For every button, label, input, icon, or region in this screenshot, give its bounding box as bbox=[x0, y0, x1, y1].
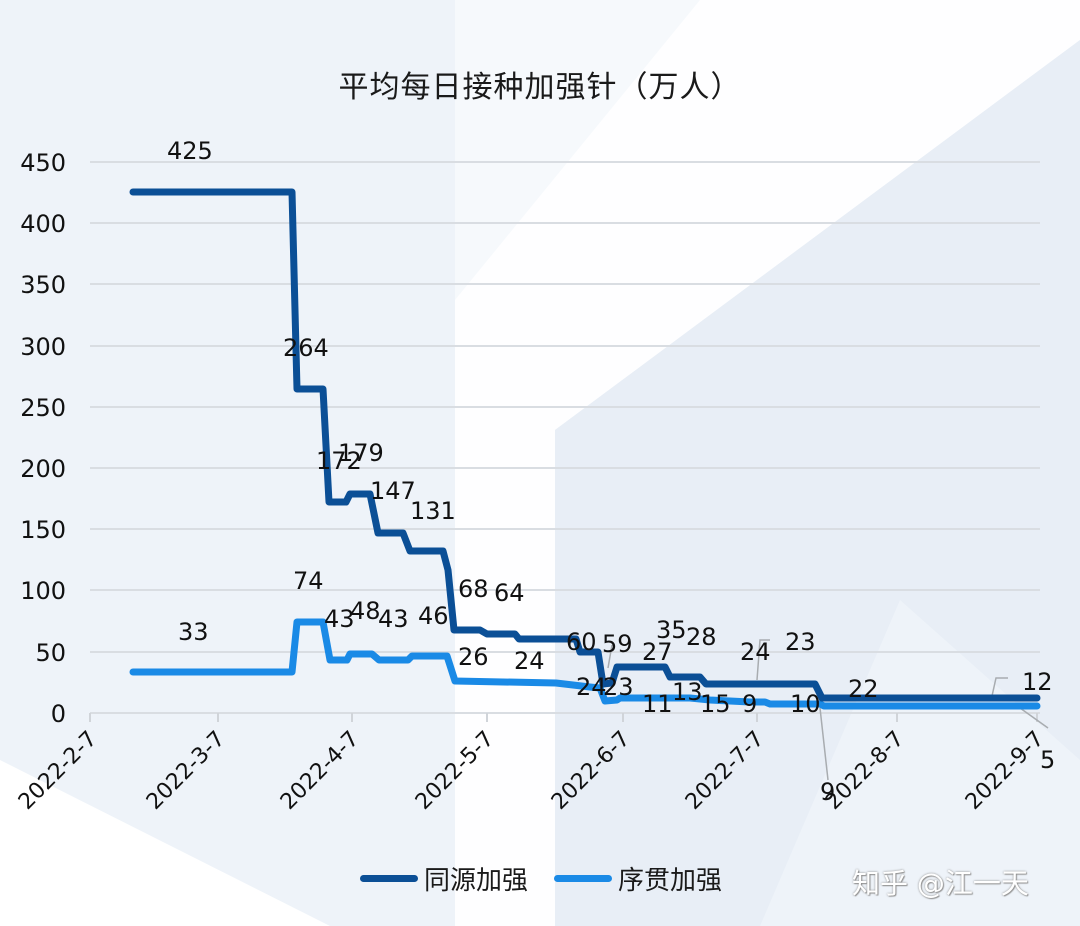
watermark: 知乎 @江一天 bbox=[852, 867, 1029, 900]
svg-text:172: 172 bbox=[316, 447, 362, 475]
gridlines bbox=[90, 161, 1040, 714]
svg-text:43: 43 bbox=[378, 605, 409, 633]
svg-text:15: 15 bbox=[700, 690, 731, 718]
svg-text:0: 0 bbox=[51, 700, 66, 728]
legend-swatch-light-blue bbox=[554, 875, 613, 882]
svg-text:100: 100 bbox=[20, 577, 66, 605]
svg-text:74: 74 bbox=[293, 567, 324, 595]
legend-label: 同源加强 bbox=[424, 866, 529, 896]
svg-text:2022-3-7: 2022-3-7 bbox=[142, 727, 230, 815]
svg-text:12: 12 bbox=[1022, 668, 1053, 696]
svg-text:50: 50 bbox=[35, 639, 66, 667]
svg-text:43: 43 bbox=[324, 605, 355, 633]
svg-text:2022-9-7: 2022-9-7 bbox=[961, 727, 1049, 815]
svg-text:64: 64 bbox=[494, 579, 525, 607]
chart-legend: 同源加强 序贯加强 bbox=[360, 860, 722, 897]
series-line-xuguan bbox=[129, 618, 1041, 710]
label-leader-lines bbox=[607, 639, 1049, 781]
svg-text:9: 9 bbox=[820, 778, 835, 806]
svg-text:48: 48 bbox=[350, 597, 381, 625]
svg-text:300: 300 bbox=[20, 333, 66, 361]
y-axis-labels: 450 400 350 300 250 200 150 100 50 0 bbox=[20, 149, 66, 728]
svg-text:9: 9 bbox=[742, 690, 757, 718]
chart-title: 平均每日接种加强针（万人） bbox=[338, 70, 742, 105]
svg-text:13: 13 bbox=[672, 678, 703, 706]
svg-text:24: 24 bbox=[514, 647, 545, 675]
svg-text:27: 27 bbox=[642, 638, 673, 666]
svg-text:425: 425 bbox=[167, 137, 213, 165]
svg-text:147: 147 bbox=[370, 477, 416, 505]
svg-text:46: 46 bbox=[418, 602, 449, 630]
svg-text:10: 10 bbox=[790, 690, 821, 718]
svg-text:264: 264 bbox=[283, 334, 329, 362]
svg-text:2022-2-7: 2022-2-7 bbox=[14, 727, 102, 815]
svg-text:350: 350 bbox=[20, 271, 66, 299]
x-axis-labels: 2022-2-7 2022-3-7 2022-4-7 2022-5-7 2022… bbox=[14, 727, 1049, 815]
svg-text:2022-7-7: 2022-7-7 bbox=[681, 727, 769, 815]
svg-text:23: 23 bbox=[603, 673, 634, 701]
svg-text:131: 131 bbox=[410, 497, 456, 525]
svg-text:200: 200 bbox=[20, 455, 66, 483]
svg-text:2022-5-7: 2022-5-7 bbox=[411, 727, 499, 815]
data-labels-tongyuan: 425 264 172 179 147 131 68 64 60 59 27 3… bbox=[167, 137, 1053, 703]
svg-text:24: 24 bbox=[576, 673, 607, 701]
x-axis-ticks bbox=[89, 713, 1038, 722]
svg-text:24: 24 bbox=[740, 638, 771, 666]
svg-text:400: 400 bbox=[20, 210, 66, 238]
svg-text:5: 5 bbox=[1040, 746, 1055, 774]
legend-item-xuguan[interactable]: 序贯加强 bbox=[554, 860, 722, 897]
svg-text:23: 23 bbox=[785, 628, 816, 656]
svg-text:179: 179 bbox=[338, 439, 384, 467]
svg-text:60: 60 bbox=[566, 628, 597, 656]
svg-text:2022-4-7: 2022-4-7 bbox=[276, 727, 364, 815]
svg-text:59: 59 bbox=[602, 630, 633, 658]
legend-label: 序贯加强 bbox=[618, 866, 723, 896]
legend-swatch-dark-blue bbox=[360, 875, 418, 882]
svg-text:28: 28 bbox=[686, 623, 717, 651]
svg-text:68: 68 bbox=[458, 575, 489, 603]
svg-text:35: 35 bbox=[656, 616, 687, 644]
svg-text:2022-6-7: 2022-6-7 bbox=[547, 727, 635, 815]
svg-text:22: 22 bbox=[848, 675, 879, 703]
svg-text:250: 250 bbox=[20, 394, 66, 422]
data-labels-xuguan: 33 74 43 48 43 46 26 24 24 23 11 13 15 9… bbox=[178, 567, 1055, 806]
svg-text:150: 150 bbox=[20, 516, 66, 544]
svg-text:450: 450 bbox=[20, 149, 66, 177]
svg-text:11: 11 bbox=[642, 690, 673, 718]
svg-text:33: 33 bbox=[178, 618, 209, 646]
legend-item-tongyuan[interactable]: 同源加强 bbox=[360, 860, 528, 897]
svg-text:26: 26 bbox=[458, 643, 489, 671]
series-line-tongyuan bbox=[129, 188, 1041, 702]
